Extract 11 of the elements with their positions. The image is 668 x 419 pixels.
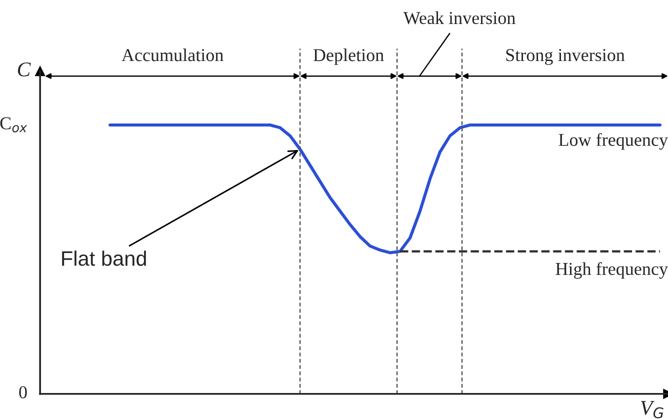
text: Accumulation	[122, 48, 224, 62]
annotation: Flat band	[62, 250, 146, 266]
series-label: Low frequency	[558, 133, 668, 150]
x-axis-title: V$_{G}$	[640, 401, 664, 418]
series-label: High frequency	[556, 262, 668, 279]
text: Depletion	[313, 48, 384, 65]
y-axis-title: C	[18, 62, 31, 76]
text: C$_{ox}$	[0, 117, 28, 132]
text: Strong inversion	[506, 49, 625, 65]
text: Weak inversion	[403, 11, 516, 24]
text: 0	[19, 386, 27, 398]
